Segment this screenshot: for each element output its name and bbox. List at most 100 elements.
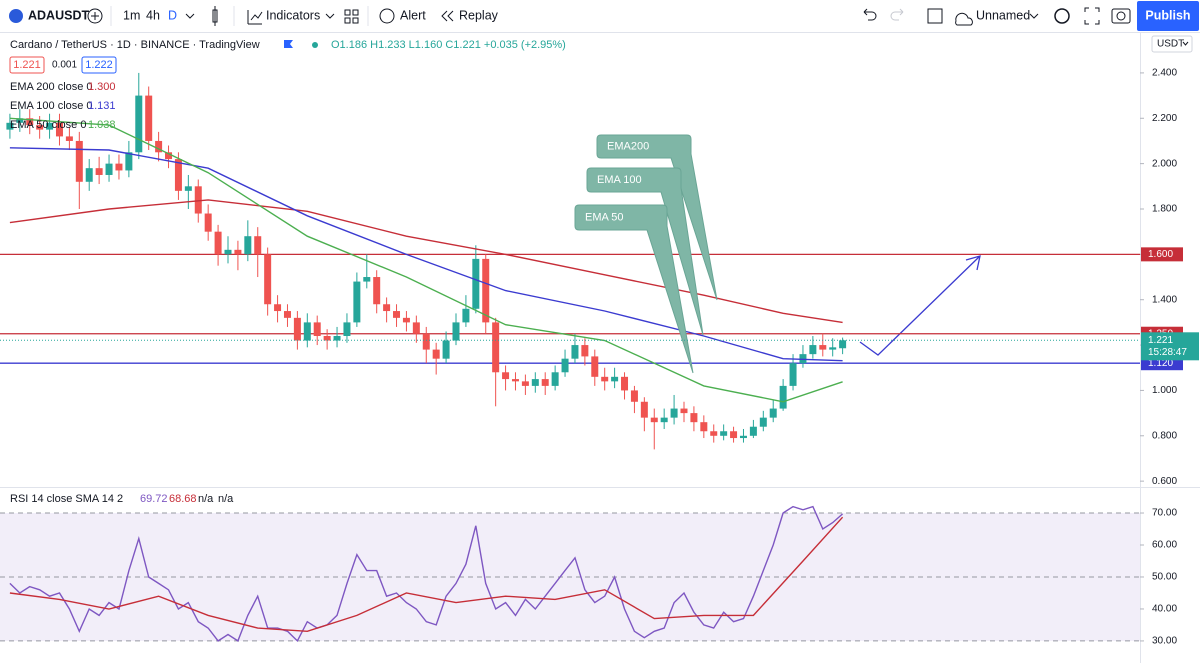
rsi-line [9,505,844,643]
indicators-icon [247,10,263,25]
y-tick-label: 1.800 [1152,204,1177,215]
candle-body [412,322,420,334]
level-label: 1.120 [1148,358,1173,369]
candle-body [511,379,519,382]
currency-select[interactable] [1151,35,1193,53]
candle-body [492,322,500,373]
candle-body [46,122,54,130]
level-label-box [1141,247,1183,262]
candle-body [650,417,658,423]
candle-body [670,408,678,418]
layout-name[interactable]: Unnamed [976,8,1030,22]
callout [586,167,704,336]
candle-body [561,358,569,373]
dropdown[interactable] [185,13,195,19]
toolbar: ADAUSDT 1m 4h D Indicators Alert Replay … [0,1,1200,33]
candle-body [184,186,192,191]
publish-label[interactable]: Publish [1145,8,1190,22]
candle-body [363,277,371,282]
currency[interactable]: USDT [1157,39,1184,50]
replay-button[interactable]: Replay [459,8,499,22]
candle-body [809,345,817,355]
y-tick-label: 1.400 [1152,294,1177,305]
candle-body [759,417,767,427]
candle-body [224,249,232,255]
settings[interactable] [1054,8,1070,24]
candle-body [85,168,93,182]
dropdown[interactable] [1029,13,1039,19]
y-tick-label: 2.400 [1152,68,1177,79]
candle-body [105,163,113,175]
candle-body [432,349,440,359]
candle-body [442,340,450,359]
candle-body [26,118,34,126]
interval[interactable]: 4h [146,8,160,22]
candle-body [452,322,460,341]
y-tick-label: 2.200 [1152,113,1177,124]
fullscreen-toggle[interactable] [927,8,943,24]
layout-icon[interactable] [344,9,359,24]
bid-box [9,56,45,74]
candle-body [700,422,708,432]
candle-body [155,140,163,153]
candle-body [65,136,73,141]
dropdown[interactable] [325,13,335,19]
cloud-icon [955,12,973,26]
add-symbol[interactable] [87,8,103,24]
y-tick-label: 0.800 [1152,430,1177,441]
candle-body [373,277,381,305]
candle-body [165,152,173,160]
dropdown [1182,41,1189,46]
candle-body [333,335,341,341]
candle-body [551,372,559,386]
snapshot[interactable] [1111,8,1131,24]
candle-body [690,413,698,423]
candle-body [482,258,490,323]
interval-active[interactable]: D [168,8,177,22]
snapshot-lens [1116,11,1126,21]
publish-button[interactable] [1137,1,1199,31]
candle-body [393,311,401,318]
candle-body [749,426,757,436]
alert-icon [379,8,395,24]
rsi-legend: RSI 14 close SMA 14 2 [10,493,123,505]
y-tick-label: 0.600 [1152,476,1177,487]
ask: 1.222 [85,59,113,71]
ema-legend-name: EMA 50 close 0 [10,119,86,131]
countdown: 15:28:47 [1148,347,1187,358]
candle-body [571,345,579,359]
candle-body [323,335,331,341]
redo[interactable] [890,8,904,21]
candle-body [472,258,480,309]
indicators-button[interactable]: Indicators [266,8,320,22]
candle-body [819,345,827,350]
ema-line [9,117,843,403]
candle-body [174,159,182,191]
candle-body [254,236,262,255]
callout-label: EMA200 [607,140,649,152]
y-tick-label: 30.00 [1152,636,1177,647]
undo[interactable] [863,8,877,21]
interval[interactable]: 1m [123,8,140,22]
callout [596,134,718,301]
spread: 0.001 [52,60,77,71]
ask-box [81,56,117,74]
candle-body [680,408,688,414]
candle-body [739,435,747,439]
candle-body [611,376,619,382]
candle-body [303,322,311,341]
candle-body [601,376,609,382]
candle-body [274,304,282,312]
y-tick-label: 70.00 [1152,508,1177,519]
alert-button[interactable]: Alert [400,8,426,22]
candle-body [710,431,718,436]
candle-body [779,385,787,409]
arrow-drawing [859,255,981,356]
candle-body [640,401,648,418]
candle-body [55,122,63,137]
ema-line [9,199,843,324]
fullscreen[interactable] [1084,7,1100,25]
symbol[interactable]: ADAUSDT [28,8,89,22]
y-tick-label: 60.00 [1152,540,1177,551]
